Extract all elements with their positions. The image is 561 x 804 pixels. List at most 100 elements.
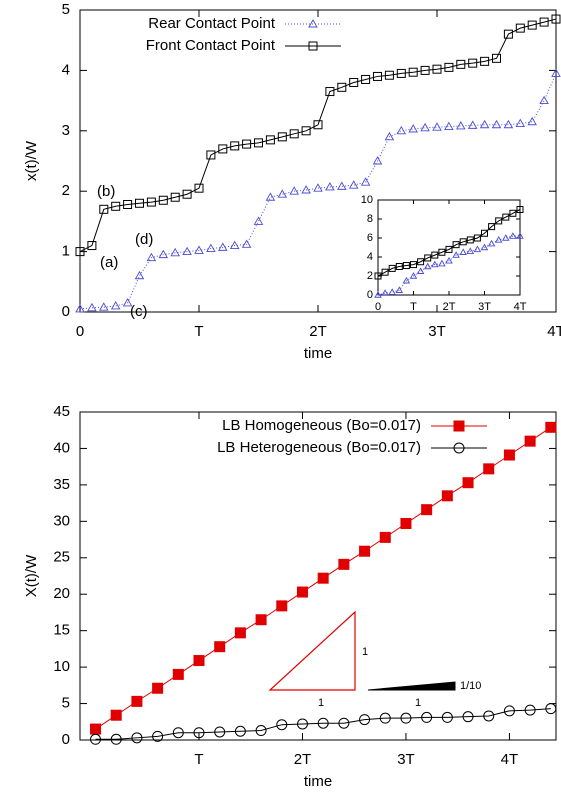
x-tick-label: T [410,301,417,313]
marker [515,118,526,128]
marker [230,141,240,151]
y-tick-label: 5 [62,695,70,712]
y-tick-label: 5 [62,1,70,18]
marker [503,29,513,39]
marker [509,209,517,217]
marker [462,711,474,723]
marker [421,711,433,723]
x-tick-label: 4T [547,323,561,340]
x-tick-label: 2T [309,323,327,340]
marker [421,504,433,516]
marker [289,129,299,139]
marker [445,256,453,264]
legend-label: Front Contact Point [146,37,276,54]
x-tick-label: 2T [443,301,456,313]
marker [234,627,246,639]
marker [395,263,403,270]
x-tick-label: 2T [294,751,312,768]
marker [360,177,371,186]
marker [539,95,549,105]
y-axis-label: x(t)/W [23,140,40,181]
marker [218,242,228,251]
marker [193,727,205,739]
marker [87,302,97,312]
marker [325,182,335,191]
x-tick-label: T [194,323,203,340]
x-axis-label: time [304,773,332,790]
marker [495,217,503,225]
x-tick-label: 3T [428,323,446,340]
marker [158,249,169,259]
annotation: (d) [135,231,153,248]
marker [468,58,478,68]
y-tick-label: 4 [367,251,373,263]
marker [420,122,430,132]
marker [527,20,537,30]
y-tick-label: 8 [367,213,373,225]
marker [381,268,389,276]
marker [361,74,371,84]
marker [524,435,536,447]
marker [480,56,490,66]
marker [87,241,97,251]
marker [308,41,318,51]
marker [409,272,418,279]
marker [152,682,164,694]
x-axis-label: time [304,345,332,362]
marker [135,198,144,208]
marker [444,121,454,131]
marker [193,655,205,667]
marker [296,718,308,730]
y-tick-label: 3 [62,122,70,139]
marker [400,712,412,724]
marker [453,420,465,432]
series-line [95,708,551,740]
series-line [377,235,520,296]
marker [338,717,350,729]
marker [313,120,323,130]
marker [456,121,466,130]
marker [502,234,510,241]
marker [432,122,442,131]
marker [503,449,515,461]
marker [374,272,382,280]
marker [445,245,453,253]
marker [516,206,524,213]
marker [551,68,561,77]
marker [424,254,432,262]
legend-label: LB Heterogeneous (Bo=0.017) [217,439,421,456]
marker [349,77,359,87]
marker [214,641,226,653]
x-tick-label: 4T [501,751,519,768]
marker [503,705,515,717]
marker [402,276,411,284]
marker [466,236,474,244]
marker [551,14,561,24]
marker [539,17,549,27]
marker [417,258,425,266]
marker [400,518,412,530]
y-tick-label: 6 [367,232,373,244]
marker [146,252,157,262]
legend-label: Rear Contact Point [148,15,276,32]
y-tick-label: 40 [53,439,70,456]
marker [408,124,418,133]
marker [483,710,495,722]
series-line [377,209,521,277]
annotation: 1/10 [460,680,481,692]
marker [408,67,418,77]
series-line [79,73,557,310]
marker [374,291,382,298]
marker [441,490,453,502]
y-tick-label: 10 [361,194,373,206]
marker [452,251,460,258]
legend-label: LB Homogeneous (Bo=0.017) [222,417,421,434]
marker [296,586,308,598]
marker [301,126,311,136]
marker [479,119,490,129]
annotation: 1 [415,697,421,709]
marker [438,259,446,267]
y-tick-label: 35 [53,476,70,493]
marker [372,156,383,165]
